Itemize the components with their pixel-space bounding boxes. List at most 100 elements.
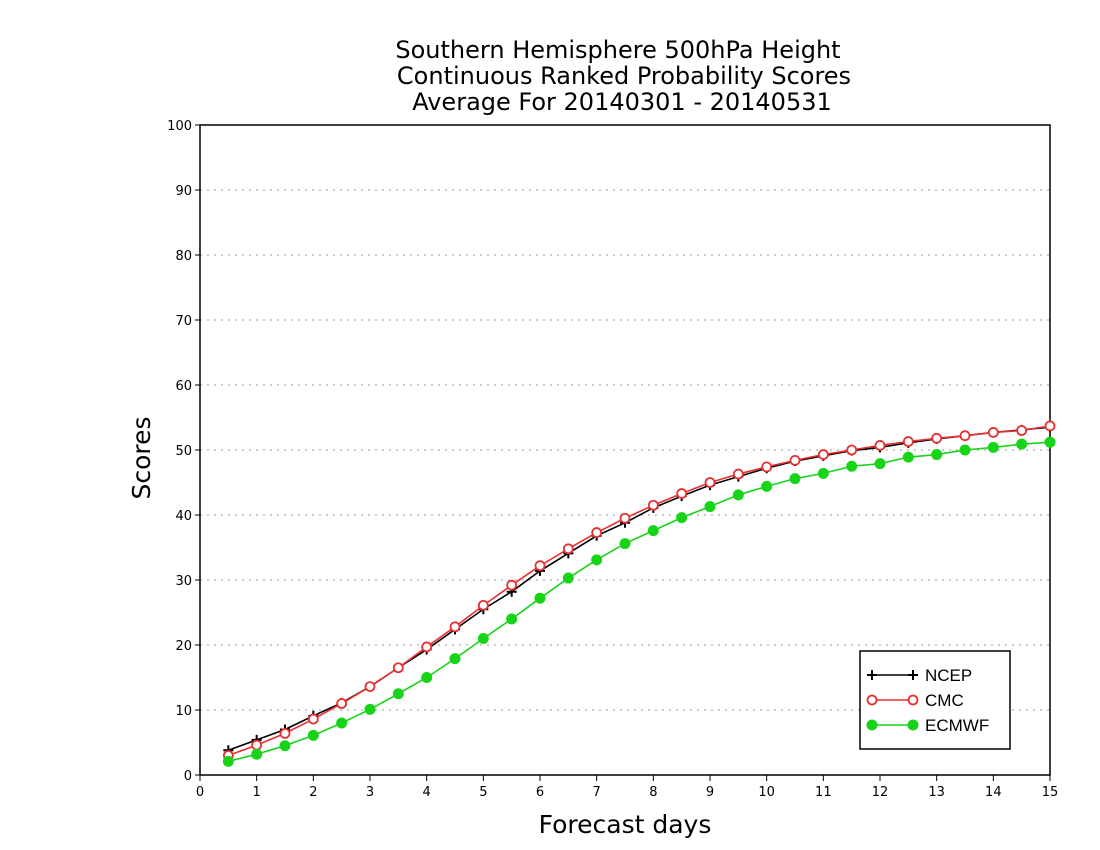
legend-marker-ecmwf xyxy=(907,719,919,731)
data-point-ecmwf xyxy=(591,554,603,566)
data-point-ecmwf xyxy=(959,444,971,456)
data-point-ecmwf xyxy=(562,572,574,584)
y-tick-label: 0 xyxy=(184,769,192,784)
data-point-ecmwf xyxy=(846,460,858,472)
data-point-cmc xyxy=(619,512,631,524)
data-point-ecmwf xyxy=(336,717,348,729)
data-point-ecmwf xyxy=(874,458,886,470)
x-tick-label: 7 xyxy=(593,785,601,800)
y-axis-ticks: 0 10 20 30 40 50 60 70 80 90 100 xyxy=(167,119,200,784)
data-point-cmc xyxy=(987,427,999,438)
data-point-ecmwf xyxy=(449,653,461,665)
y-tick-label: 70 xyxy=(175,314,192,329)
data-point-cmc xyxy=(874,440,886,451)
data-point-ecmwf xyxy=(931,449,943,461)
data-point-cmc xyxy=(392,662,404,674)
data-point-ecmwf xyxy=(222,755,234,767)
data-point-cmc xyxy=(1044,420,1056,432)
legend-marker-ncep xyxy=(867,670,877,680)
data-point-cmc xyxy=(477,599,489,611)
data-point-ecmwf xyxy=(421,672,433,683)
legend-marker-cmc xyxy=(866,694,878,706)
data-point-ecmwf xyxy=(279,740,291,752)
gridlines xyxy=(200,189,1050,711)
y-tick-label: 20 xyxy=(175,639,192,654)
series-ecmwf xyxy=(222,436,1056,767)
legend-item-ecmwf: ECMWF xyxy=(866,716,989,735)
data-point-cmc xyxy=(506,579,518,591)
data-point-ecmwf xyxy=(307,729,319,741)
data-point-cmc xyxy=(959,430,971,442)
x-tick-label: 15 xyxy=(1042,785,1059,800)
data-point-cmc xyxy=(251,739,263,751)
title-line-2: Continuous Ranked Probability Scores xyxy=(397,62,851,90)
title-line-3: Average For 20140301 - 20140531 xyxy=(412,88,832,116)
x-tick-label: 13 xyxy=(928,785,945,800)
x-tick-label: 1 xyxy=(253,785,261,800)
x-axis-ticks: 0 1 2 3 4 5 6 7 8 9 10 11 12 13 14 15 xyxy=(196,775,1058,800)
legend: NCEP CMC ECMWF xyxy=(859,650,1011,750)
y-tick-label: 60 xyxy=(175,379,192,394)
data-point-ecmwf xyxy=(534,592,546,604)
x-tick-label: 8 xyxy=(649,785,657,800)
legend-marker-ncep xyxy=(908,670,918,680)
x-tick-label: 11 xyxy=(815,785,832,800)
data-point-ecmwf xyxy=(619,538,631,550)
data-point-cmc xyxy=(449,621,461,633)
data-point-ecmwf xyxy=(704,501,716,513)
data-point-cmc xyxy=(761,461,773,473)
data-point-cmc xyxy=(704,477,716,488)
data-point-ecmwf xyxy=(251,748,263,760)
y-axis-label: Scores xyxy=(127,416,156,499)
data-point-ecmwf xyxy=(761,480,773,492)
y-tick-label: 100 xyxy=(167,119,192,134)
y-tick-label: 40 xyxy=(175,509,192,524)
data-point-ecmwf xyxy=(364,703,376,715)
legend-item-ncep: NCEP xyxy=(867,666,972,685)
y-tick-label: 30 xyxy=(175,574,192,589)
x-tick-label: 0 xyxy=(196,785,204,800)
data-point-cmc xyxy=(902,436,914,447)
data-point-cmc xyxy=(817,449,829,460)
title-line-1: Southern Hemisphere 500hPa Height xyxy=(395,36,840,64)
data-point-cmc xyxy=(534,560,546,572)
x-tick-label: 14 xyxy=(985,785,1002,800)
data-point-cmc xyxy=(647,499,659,511)
data-point-cmc xyxy=(676,488,688,499)
series-cmc xyxy=(222,420,1056,761)
x-tick-label: 3 xyxy=(366,785,374,800)
legend-label-cmc: CMC xyxy=(925,691,964,710)
legend-marker-cmc xyxy=(907,694,919,706)
data-point-cmc xyxy=(789,454,801,466)
data-point-cmc xyxy=(931,432,943,444)
y-tick-label: 80 xyxy=(175,249,192,264)
data-point-cmc xyxy=(421,641,433,653)
chart-title: Southern Hemisphere 500hPa Height Contin… xyxy=(395,36,851,116)
data-point-cmc xyxy=(336,698,348,709)
data-point-cmc xyxy=(591,527,603,538)
data-point-ecmwf xyxy=(1016,438,1028,450)
legend-label-ecmwf: ECMWF xyxy=(925,716,989,735)
legend-items: NCEP CMC ECMWF xyxy=(866,666,989,735)
x-tick-label: 12 xyxy=(872,785,889,800)
data-point-cmc xyxy=(732,468,744,480)
y-tick-label: 90 xyxy=(175,184,192,199)
data-point-cmc xyxy=(364,681,376,692)
data-point-cmc xyxy=(1016,425,1028,436)
data-point-cmc xyxy=(307,713,319,725)
data-point-ecmwf xyxy=(902,451,914,463)
data-point-ecmwf xyxy=(477,633,489,644)
x-tick-label: 5 xyxy=(479,785,487,800)
data-point-ecmwf xyxy=(817,467,829,479)
data-point-cmc xyxy=(279,728,291,739)
x-tick-label: 9 xyxy=(706,785,714,800)
x-tick-label: 10 xyxy=(758,785,775,800)
data-point-ecmwf xyxy=(789,473,801,485)
series-layer xyxy=(222,420,1056,767)
x-tick-label: 6 xyxy=(536,785,544,800)
data-point-ecmwf xyxy=(732,489,744,501)
data-point-cmc xyxy=(846,444,858,456)
data-point-cmc xyxy=(562,543,574,555)
legend-item-cmc: CMC xyxy=(866,691,964,710)
